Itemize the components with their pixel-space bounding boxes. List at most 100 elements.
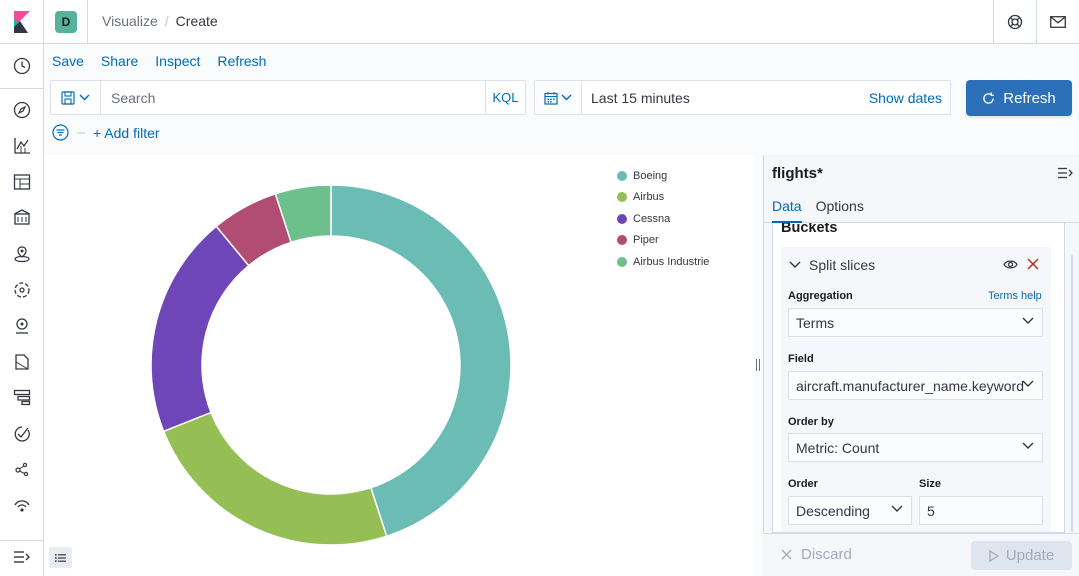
nav-divider	[0, 88, 44, 89]
order-by-select[interactable]: Metric: Count	[788, 433, 1043, 462]
breadcrumb-visualize[interactable]: Visualize	[102, 13, 158, 29]
add-filter-button[interactable]: + Add filter	[93, 124, 160, 141]
menu-collapse-icon	[14, 551, 30, 563]
legend-toggle-button[interactable]	[49, 547, 72, 568]
nav-visualize[interactable]	[11, 135, 33, 157]
panel-resizer[interactable]	[755, 359, 761, 373]
chart-legend: Boeing Airbus Cessna Piper Airbus Industrie	[617, 165, 709, 273]
quick-date-menu-button[interactable]	[535, 81, 582, 114]
query-bar: KQL	[50, 80, 526, 115]
menu-inspect-link[interactable]: Inspect	[155, 53, 201, 69]
discard-button-label: Discard	[801, 546, 852, 563]
remove-aggregation-button[interactable]	[1027, 257, 1039, 273]
canvas-icon	[14, 209, 30, 225]
calendar-icon	[544, 91, 558, 105]
saved-query-button[interactable]	[51, 81, 101, 114]
menu-save-link[interactable]: Save	[52, 53, 84, 69]
refresh-icon	[983, 91, 995, 104]
newsfeed-button[interactable]	[1036, 0, 1079, 44]
split-slices-aggregation: Split slices Aggregation Terms help Term…	[781, 247, 1051, 532]
play-icon	[989, 549, 999, 562]
monitoring-icon	[14, 500, 30, 512]
collapse-sidebar-button[interactable]	[1058, 166, 1073, 182]
tab-options[interactable]: Options	[815, 198, 864, 214]
legend-label: Airbus	[633, 191, 665, 204]
show-dates-link[interactable]: Show dates	[868, 89, 942, 106]
field-select[interactable]: aircraft.manufacturer_name.keyword	[788, 371, 1043, 400]
query-language-button[interactable]: KQL	[485, 81, 525, 114]
nav-uptime[interactable]	[11, 423, 33, 445]
chevron-down-icon	[1022, 317, 1034, 324]
donut-slice-airbus[interactable]	[162, 411, 388, 546]
order-label: Order	[788, 478, 818, 490]
nav-infrastructure[interactable]	[11, 315, 33, 337]
menu-share-link[interactable]: Share	[100, 53, 139, 69]
editor-footer: Discard Update	[763, 533, 1079, 576]
top-header	[0, 0, 1079, 44]
space-avatar[interactable]: D	[55, 11, 77, 33]
size-input[interactable]: 5	[919, 496, 1043, 525]
list-icon	[55, 553, 66, 562]
nav-maps[interactable]	[11, 243, 33, 265]
recently-viewed-button[interactable]	[11, 55, 33, 77]
uptime-icon	[14, 426, 30, 442]
buckets-panel: Buckets Split slices Aggregation Terms h…	[772, 223, 1065, 533]
legend-item-airbus[interactable]: Airbus	[617, 187, 709, 209]
editor-scrollbar[interactable]	[1069, 247, 1075, 532]
nav-discover[interactable]	[11, 99, 33, 121]
date-range-text[interactable]: Last 15 minutes	[591, 89, 690, 106]
legend-item-boeing[interactable]: Boeing	[617, 165, 709, 187]
chevron-down-icon	[1022, 442, 1034, 449]
chevron-down-icon	[79, 94, 90, 101]
size-input-value: 5	[927, 502, 935, 519]
aggregation-select-value: Terms	[796, 314, 835, 331]
legend-label: Airbus Industrie	[633, 255, 710, 268]
legend-label: Cessna	[633, 212, 671, 225]
donut-slice-boeing[interactable]	[330, 184, 512, 538]
breadcrumb: Visualize / Create	[102, 13, 218, 29]
help-lifebuoy-icon	[1007, 14, 1023, 30]
index-pattern-title: flights*	[772, 165, 823, 182]
legend-item-cessna[interactable]: Cessna	[617, 208, 709, 230]
size-label: Size	[919, 478, 942, 490]
editor-tabs: Data Options	[764, 195, 1079, 223]
legend-label: Boeing	[633, 169, 668, 182]
nav-logs[interactable]	[11, 351, 33, 373]
donut-slice-cessna[interactable]	[150, 225, 250, 433]
editor-sidebar: flights* Data Options Buckets Split slic…	[763, 155, 1079, 576]
order-select[interactable]: Descending	[788, 496, 912, 525]
nav-collapse-toggle[interactable]	[11, 546, 33, 568]
menu-refresh-link[interactable]: Refresh	[217, 53, 267, 69]
terms-help-link[interactable]: Terms help	[988, 290, 1042, 302]
filter-options-icon[interactable]	[52, 124, 69, 141]
aggregation-select[interactable]: Terms	[788, 308, 1043, 337]
update-button[interactable]: Update	[971, 541, 1072, 570]
machine-learning-icon	[14, 282, 30, 298]
nav-dashboard[interactable]	[11, 171, 33, 193]
aggregation-accordion-toggle[interactable]: Split slices	[789, 257, 875, 273]
aggregation-title: Split slices	[809, 257, 876, 273]
chevron-down-icon	[891, 505, 903, 512]
legend-item-airbus-industrie[interactable]: Airbus Industrie	[617, 251, 709, 273]
nav-canvas[interactable]	[11, 206, 33, 228]
aggregation-label: Aggregation	[788, 290, 853, 302]
apm-icon	[13, 389, 31, 406]
nav-monitoring[interactable]	[11, 495, 33, 517]
nav-divider	[0, 540, 44, 541]
help-button[interactable]	[993, 0, 1036, 44]
kibana-logo[interactable]	[0, 0, 44, 44]
nav-ml[interactable]	[11, 279, 33, 301]
legend-item-piper[interactable]: Piper	[617, 230, 709, 252]
toggle-aggregation-button[interactable]	[1003, 257, 1018, 273]
nav-graph[interactable]	[11, 459, 33, 481]
donut-slice-airbus-industrie[interactable]	[274, 184, 332, 244]
nav-apm[interactable]	[11, 386, 33, 408]
discard-button[interactable]: Discard	[781, 546, 852, 563]
search-input[interactable]	[101, 81, 485, 114]
tab-data[interactable]: Data	[772, 195, 802, 223]
graph-icon	[15, 462, 29, 477]
header-divider	[87, 0, 88, 44]
update-button-label: Update	[1005, 547, 1055, 564]
refresh-button[interactable]: Refresh	[966, 80, 1072, 116]
infrastructure-icon	[16, 318, 28, 334]
